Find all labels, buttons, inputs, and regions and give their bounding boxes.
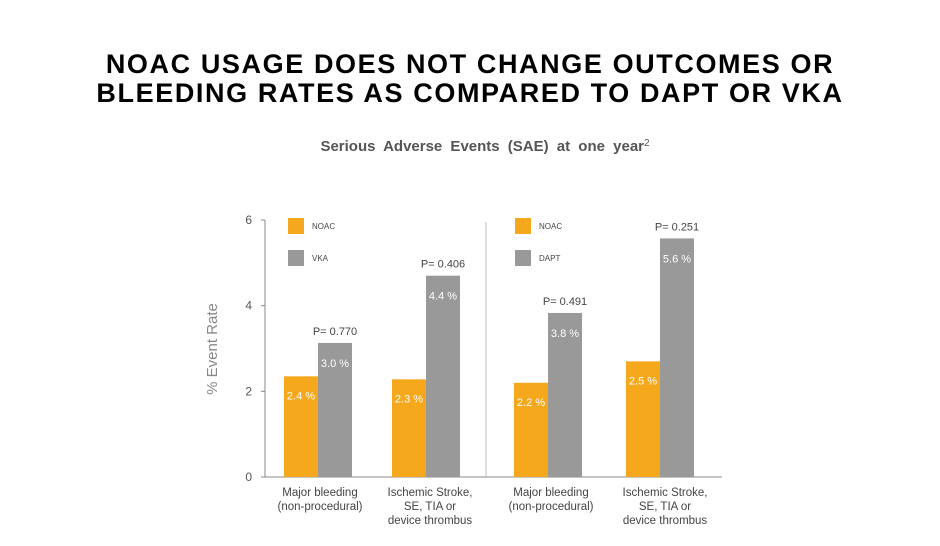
x-category-label: (non-procedural) — [277, 501, 362, 513]
chart-subtitle-text: Serious Adverse Events (SAE) at one year — [320, 138, 644, 155]
x-category-label: Ischemic Stroke, — [623, 487, 708, 499]
bar-value-label: 2.2 % — [517, 397, 545, 409]
legend-swatch-dapt — [515, 250, 531, 266]
bar-value-label: 2.5 % — [629, 375, 657, 387]
p-value-label: P= 0.251 — [655, 221, 699, 233]
legend-swatch-noac — [515, 218, 531, 234]
legend-label-noac: NOAC — [539, 222, 562, 231]
bar-value-label: 2.3 % — [395, 393, 423, 405]
p-value-label: P= 0.770 — [313, 326, 357, 338]
bar-noac — [284, 376, 318, 477]
x-category-label: (non-procedural) — [508, 501, 593, 513]
x-category-label: device thrombus — [388, 515, 473, 527]
bar-comparator — [548, 312, 582, 477]
bar-value-label: 2.4 % — [287, 390, 315, 402]
y-tick-label: 2 — [245, 384, 252, 398]
legend-swatch-vka — [288, 250, 304, 266]
x-category-label: Major bleeding — [513, 487, 588, 499]
page-title: NOAC USAGE DOES NOT CHANGE OUTCOMES OR B… — [0, 50, 940, 108]
y-tick-label: 0 — [245, 470, 252, 484]
page-title-line-2: BLEEDING RATES AS COMPARED TO DAPT OR VK… — [96, 78, 844, 108]
x-category-label: device thrombus — [623, 515, 708, 527]
legend-label-noac: NOAC — [312, 222, 335, 231]
legend-swatch-noac — [288, 218, 304, 234]
y-tick-label: 6 — [245, 213, 252, 227]
p-value-label: P= 0.491 — [543, 296, 587, 308]
bar-noac — [514, 382, 548, 477]
bar-comparator — [660, 238, 694, 477]
bar-comparator — [426, 275, 460, 477]
y-tick-label: 4 — [245, 299, 252, 313]
y-axis-title: % Event Rate — [204, 303, 221, 395]
bar-value-label: 4.4 % — [429, 291, 457, 303]
bar-value-label: 5.6 % — [663, 253, 691, 265]
bar-value-label: 3.8 % — [551, 328, 579, 340]
x-category-label: SE, TIA or — [639, 501, 691, 513]
bar-value-label: 3.0 % — [321, 358, 349, 370]
chart-subtitle: Serious Adverse Events (SAE) at one year… — [0, 138, 940, 155]
x-category-label: SE, TIA or — [404, 501, 456, 513]
p-value-label: P= 0.406 — [421, 259, 465, 271]
legend-label-dapt: DAPT — [539, 254, 560, 263]
page-title-line-1: NOAC USAGE DOES NOT CHANGE OUTCOMES OR — [105, 49, 835, 79]
bar-noac — [626, 361, 660, 477]
x-category-label: Ischemic Stroke, — [388, 487, 473, 499]
bar-comparator — [318, 342, 352, 477]
bar-noac — [392, 379, 426, 477]
x-category-label: Major bleeding — [282, 487, 357, 499]
legend-label-vka: VKA — [312, 254, 329, 263]
chart-subtitle-footnote: 2 — [644, 138, 650, 149]
